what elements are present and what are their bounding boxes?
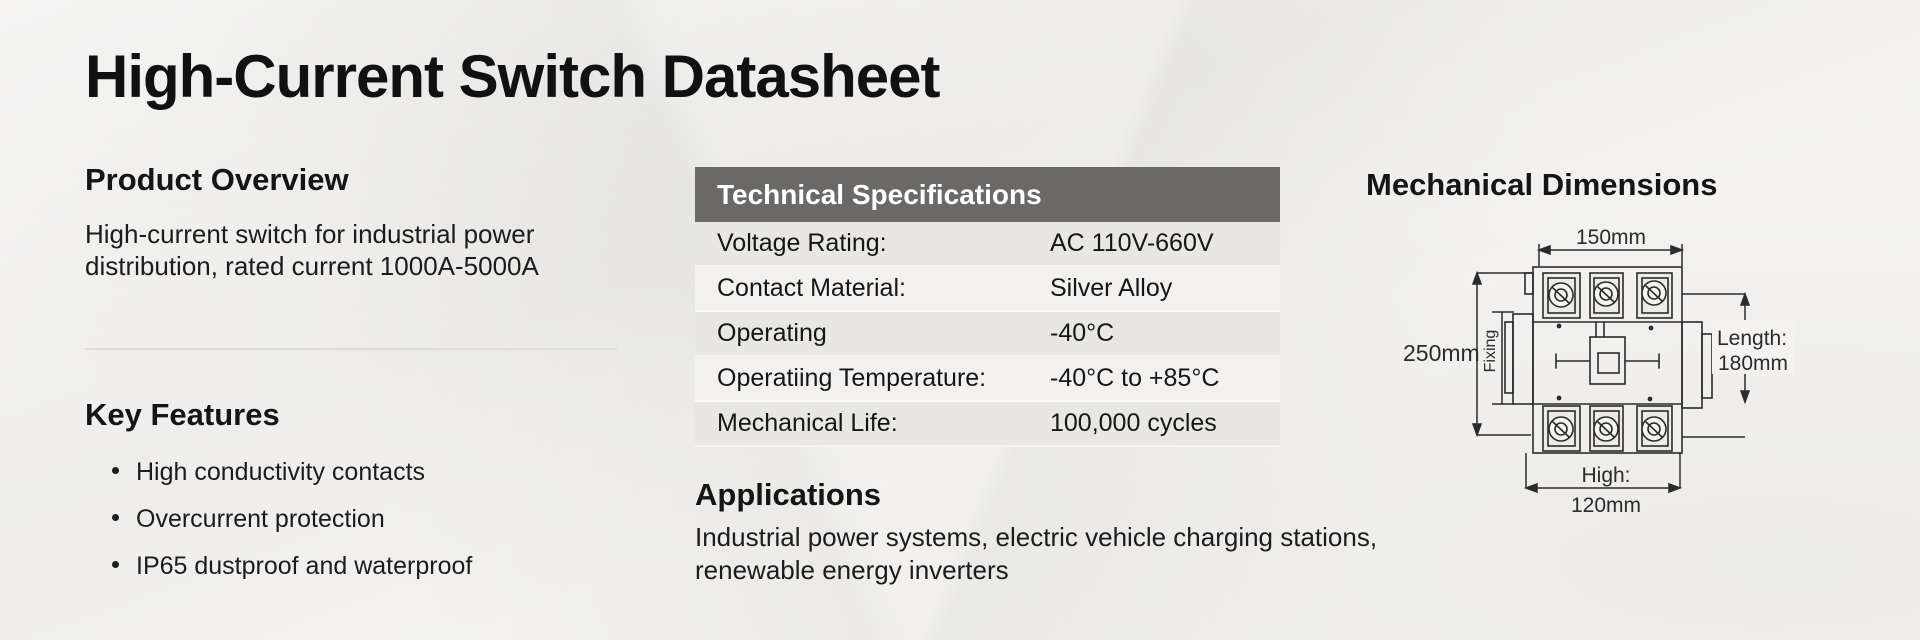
- specs-table-header: Technical Specifications: [695, 167, 1280, 222]
- overview-heading: Product Overview: [85, 162, 349, 197]
- terminal-block: [1589, 272, 1624, 319]
- table-row: Operatiing Temperature: -40°C to +85°C: [695, 357, 1280, 402]
- specs-table: Technical Specifications Voltage Rating:…: [695, 167, 1280, 447]
- spec-value: AC 110V-660V: [1050, 229, 1214, 257]
- features-list: High conductivity contacts Overcurrent p…: [108, 458, 568, 599]
- list-item: High conductivity contacts: [108, 458, 568, 487]
- section-divider: [85, 348, 617, 350]
- page-title: High-Current Switch Datasheet: [85, 43, 940, 110]
- list-item: IP65 dustproof and waterproof: [108, 552, 568, 581]
- dim-left-label: 250mm: [1403, 340, 1480, 366]
- spec-label: Voltage Rating:: [717, 229, 887, 257]
- left-tab: [1512, 313, 1534, 405]
- terminal-block: [1589, 405, 1624, 452]
- dimensions-heading: Mechanical Dimensions: [1366, 167, 1718, 202]
- applications-text: Industrial power systems, electric vehic…: [695, 522, 1378, 586]
- dim-bottom-label: High:: [1581, 464, 1630, 487]
- feature-text: IP65 dustproof and waterproof: [136, 552, 473, 580]
- terminal-block: [1542, 272, 1581, 319]
- dim-bottom-value: 120mm: [1571, 494, 1641, 517]
- features-heading: Key Features: [85, 397, 280, 432]
- right-tab: [1681, 321, 1703, 409]
- dim-right-value: 180mm: [1718, 352, 1788, 375]
- list-item: Overcurrent protection: [108, 505, 568, 534]
- spec-label: Operating: [717, 319, 827, 347]
- feature-text: High conductivity contacts: [136, 458, 426, 486]
- bullet-icon: [112, 514, 119, 521]
- spec-label: Mechanical Life:: [717, 409, 898, 437]
- spec-label: Operatiing Temperature:: [717, 364, 987, 392]
- feature-text: Overcurrent protection: [136, 505, 385, 533]
- spec-value: -40°C: [1050, 319, 1115, 347]
- bullet-icon: [112, 561, 119, 568]
- terminal-block: [1636, 272, 1673, 319]
- table-row: Contact Material: Silver Alloy: [695, 267, 1280, 312]
- spec-value: 100,000 cycles: [1050, 409, 1217, 437]
- spec-value: -40°C to +85°C: [1050, 364, 1220, 392]
- mechanical-drawing: 150mm 250mm Fixing Length: 180mm High: 1…: [1403, 226, 1794, 517]
- terminal-block: [1542, 405, 1581, 452]
- table-row: Mechanical Life: 100,000 cycles: [695, 402, 1280, 447]
- table-row: Operating -40°C: [695, 312, 1280, 357]
- overview-text: High-current switch for industrial power…: [85, 219, 539, 282]
- spec-value: Silver Alloy: [1050, 274, 1173, 302]
- bullet-icon: [112, 467, 119, 474]
- terminal-block: [1636, 405, 1673, 452]
- applications-heading: Applications: [695, 477, 882, 512]
- dim-top-label: 150mm: [1576, 226, 1646, 249]
- dim-right-label: Length:: [1717, 327, 1787, 350]
- dim-side-label: Fixing: [1482, 330, 1499, 373]
- table-row: Voltage Rating: AC 110V-660V: [695, 222, 1280, 267]
- spec-label: Contact Material:: [717, 274, 906, 302]
